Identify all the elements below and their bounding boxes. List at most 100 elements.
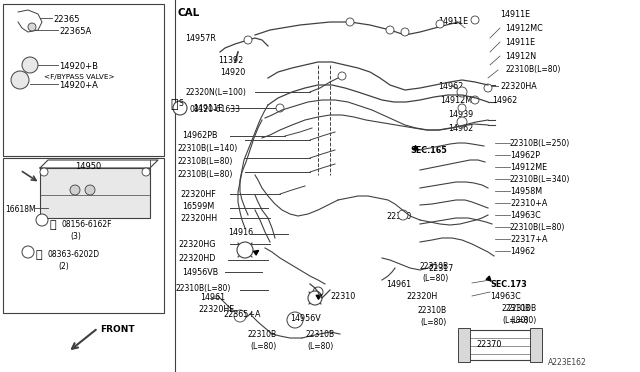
Text: 22370: 22370 [476, 340, 501, 349]
Text: <F/BYPASS VALVE>: <F/BYPASS VALVE> [44, 74, 115, 80]
Text: 22310B(L=80): 22310B(L=80) [178, 170, 234, 179]
Text: 22310B: 22310B [420, 262, 449, 271]
Text: 22320HA: 22320HA [500, 82, 537, 91]
Circle shape [36, 214, 48, 226]
Text: 14920+B: 14920+B [59, 62, 98, 71]
Text: 22320HG: 22320HG [178, 240, 216, 249]
Bar [3, 4, 164, 156]
Text: 22310B(L=80): 22310B(L=80) [505, 65, 561, 74]
Circle shape [287, 312, 303, 328]
Text: 14912MD: 14912MD [440, 96, 478, 105]
Text: (L=80): (L=80) [420, 318, 446, 327]
Text: 08363-6202D: 08363-6202D [48, 250, 100, 259]
Circle shape [234, 310, 246, 322]
Text: 14912N: 14912N [505, 52, 536, 61]
Circle shape [484, 84, 492, 92]
Circle shape [457, 117, 467, 127]
Text: 22310B: 22310B [418, 306, 447, 315]
Text: 14962PB: 14962PB [182, 131, 218, 140]
Circle shape [40, 168, 48, 176]
Text: (L=80): (L=80) [250, 342, 276, 351]
Bar [3, 158, 164, 313]
Text: 22365: 22365 [53, 15, 79, 24]
Text: 14958M: 14958M [510, 187, 542, 196]
Circle shape [401, 28, 409, 36]
Text: (3): (3) [70, 232, 81, 241]
Circle shape [276, 104, 284, 112]
Text: 22310B(L=250): 22310B(L=250) [510, 139, 570, 148]
Text: 22360: 22360 [386, 212, 412, 221]
Text: CAL: CAL [178, 8, 200, 18]
Circle shape [22, 57, 38, 73]
Circle shape [436, 20, 444, 28]
Bar [40, 168, 150, 218]
Text: 22320HF: 22320HF [180, 190, 216, 199]
Circle shape [346, 18, 354, 26]
Text: 22320HE: 22320HE [198, 305, 234, 314]
Text: 22320N(L=100): 22320N(L=100) [186, 88, 247, 97]
Text: 14911E: 14911E [505, 38, 535, 47]
Text: 14920: 14920 [220, 68, 245, 77]
Circle shape [85, 185, 95, 195]
Text: 22310B: 22310B [508, 304, 537, 313]
Text: Ⓑ: Ⓑ [50, 220, 56, 230]
Text: 14961: 14961 [386, 280, 411, 289]
Text: 22310: 22310 [330, 292, 355, 301]
Text: 22365+A: 22365+A [223, 310, 260, 319]
Text: 14912ME: 14912ME [510, 163, 547, 172]
Text: (L=80): (L=80) [502, 316, 528, 325]
Circle shape [22, 246, 34, 258]
Text: 22310B: 22310B [305, 330, 334, 339]
Circle shape [458, 104, 466, 112]
Text: 14962: 14962 [438, 82, 463, 91]
Circle shape [237, 242, 253, 258]
Text: 22310B: 22310B [248, 330, 277, 339]
Text: FRONT: FRONT [100, 325, 134, 334]
Text: 14956VB: 14956VB [182, 268, 218, 277]
Polygon shape [255, 65, 370, 178]
Text: 14957R: 14957R [185, 34, 216, 43]
Text: (L=80): (L=80) [510, 316, 536, 325]
Text: 14916: 14916 [228, 228, 253, 237]
Text: 22310B(L=80): 22310B(L=80) [178, 157, 234, 166]
Text: 22310B(L=80): 22310B(L=80) [510, 223, 565, 232]
Text: 14956V: 14956V [290, 314, 321, 323]
Circle shape [398, 210, 408, 220]
Text: 22310B(L=80): 22310B(L=80) [175, 284, 230, 293]
Text: 14911E: 14911E [193, 104, 223, 113]
Text: 14963C: 14963C [510, 211, 541, 220]
Text: 22365A: 22365A [59, 27, 92, 36]
Text: 22317+A: 22317+A [510, 235, 547, 244]
Bar [458, 328, 470, 362]
Text: 14950: 14950 [75, 162, 101, 171]
Text: Ⓢ: Ⓢ [36, 250, 43, 260]
Bar [530, 328, 542, 362]
Text: 14962: 14962 [448, 124, 473, 133]
Circle shape [28, 23, 36, 31]
Text: 14962P: 14962P [510, 151, 540, 160]
Circle shape [471, 16, 479, 24]
Text: 14911E: 14911E [500, 10, 530, 19]
Text: (L=80): (L=80) [422, 274, 448, 283]
Text: 22320H: 22320H [406, 292, 437, 301]
Circle shape [11, 71, 29, 89]
Circle shape [70, 185, 80, 195]
Text: 14911E: 14911E [438, 17, 468, 26]
Text: 14939: 14939 [448, 110, 473, 119]
Circle shape [471, 96, 479, 104]
Text: 22310+A: 22310+A [510, 199, 547, 208]
Text: SEC.173: SEC.173 [490, 280, 527, 289]
Text: 22320HD: 22320HD [178, 254, 216, 263]
Circle shape [338, 72, 346, 80]
Text: 22310B(L=140): 22310B(L=140) [178, 144, 238, 153]
Text: SEC.165: SEC.165 [410, 146, 447, 155]
Circle shape [142, 168, 150, 176]
Circle shape [244, 36, 252, 44]
Text: (L=80): (L=80) [307, 342, 333, 351]
Text: 14912MC: 14912MC [505, 24, 543, 33]
Circle shape [386, 26, 394, 34]
Text: 16599M: 16599M [182, 202, 214, 211]
Text: S: S [179, 99, 184, 109]
Text: 22320HH: 22320HH [180, 214, 217, 223]
Text: 14920+A: 14920+A [59, 81, 98, 90]
